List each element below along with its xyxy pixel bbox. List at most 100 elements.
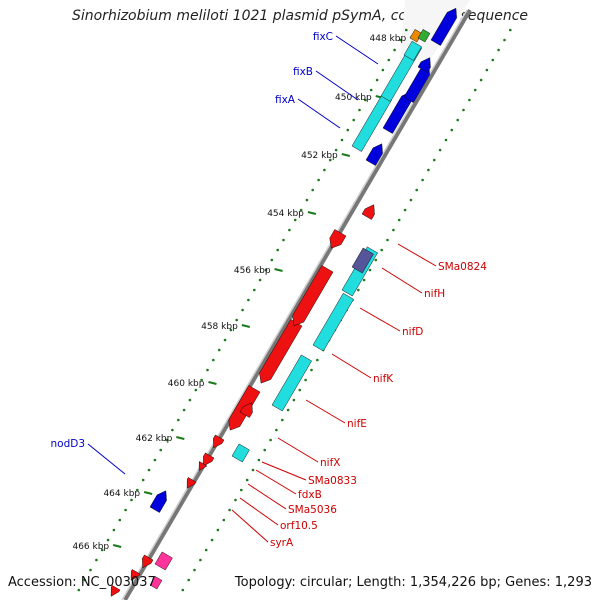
inner-dot <box>171 428 174 432</box>
outer-dot <box>374 258 378 262</box>
forward-gene-label[interactable]: fixC <box>313 31 333 43</box>
reverse-gene-label[interactable]: SMa0833 <box>308 475 357 487</box>
backbone-highlight <box>121 9 468 600</box>
inner-dot <box>77 588 81 592</box>
scale-tick-mark <box>341 153 351 157</box>
inner-dot <box>241 308 244 312</box>
forward-gene-label[interactable]: fixB <box>293 66 313 78</box>
outer-dot <box>421 178 424 182</box>
reverse-gene-arrow <box>292 265 334 326</box>
inner-dot <box>305 198 309 202</box>
inner-dot <box>288 228 291 232</box>
outer-dot <box>187 578 190 582</box>
outer-dot <box>193 568 196 572</box>
inner-dot <box>165 438 168 442</box>
reverse-cds-box <box>231 443 250 463</box>
trna-box <box>154 551 173 571</box>
reverse-callout-line <box>359 307 401 332</box>
scale-tick-label: 462 kbp <box>136 434 173 444</box>
inner-dot <box>83 578 86 582</box>
outer-dot <box>456 118 460 122</box>
inner-dot <box>393 48 396 52</box>
outer-dot <box>386 238 389 242</box>
gene-callouts: fixC fixB fixA nodD3 SMa0824 nifH nifD nifK nifE… <box>50 31 487 549</box>
scale-tick-mark <box>112 544 122 548</box>
reverse-callout-line <box>277 437 319 463</box>
outer-dot <box>462 108 465 112</box>
reverse-gene-arrow <box>239 402 253 418</box>
outer-dot <box>286 408 290 412</box>
inner-dot <box>136 488 139 492</box>
forward-rna-box <box>417 29 431 43</box>
forward-callout-line <box>315 70 359 101</box>
inner-dot <box>223 338 227 342</box>
reverse-callout-line <box>397 243 437 267</box>
outer-dot <box>357 288 360 292</box>
scale-tick-label: 450 kbp <box>335 93 372 103</box>
outer-dot <box>450 128 454 132</box>
reverse-gene-label[interactable]: syrA <box>270 537 294 549</box>
scale-tick-label: 452 kbp <box>301 151 338 161</box>
inner-dot <box>299 208 303 212</box>
reverse-gene-label[interactable]: nifK <box>373 373 394 385</box>
trna-box <box>149 576 163 590</box>
scale-tick-label: 448 kbp <box>370 34 407 44</box>
inner-dot <box>118 518 122 522</box>
scale-tick-mark <box>274 268 283 272</box>
scale-tick-mark <box>241 324 251 328</box>
scale-tick-label: 458 kbp <box>201 322 238 332</box>
backbone-line <box>123 8 472 600</box>
inner-dot <box>323 168 326 172</box>
reverse-gene-label[interactable]: nifX <box>320 457 340 469</box>
inner-dot <box>293 218 297 222</box>
inner-dot <box>311 188 315 192</box>
reverse-gene-arrow <box>142 554 154 569</box>
reverse-gene-arrow <box>203 452 215 467</box>
inner-dot <box>276 248 280 252</box>
reverse-gene-arrow <box>259 319 303 384</box>
inner-dot <box>282 238 285 242</box>
reverse-gene-arrow <box>361 204 375 220</box>
outer-dot <box>216 528 220 532</box>
outer-dot <box>362 278 366 282</box>
inner-dot <box>182 408 186 412</box>
scale-tick-mark <box>176 436 185 440</box>
reverse-gene-label[interactable]: SMa0824 <box>438 261 487 273</box>
forward-callout-line <box>335 35 379 65</box>
outer-dot <box>415 188 419 192</box>
inner-dot <box>124 508 127 512</box>
reverse-gene-label[interactable]: fdxB <box>298 489 322 501</box>
scale-tick-label: 460 kbp <box>168 379 205 389</box>
inner-dot <box>235 318 238 322</box>
outer-dot <box>228 508 231 512</box>
inner-dot <box>147 468 151 472</box>
accession-text: Accession: NC_003037 <box>8 575 156 590</box>
outer-dot <box>281 418 284 422</box>
inner-dot <box>106 538 110 542</box>
forward-gene-arrow <box>149 490 167 513</box>
reverse-gene-label[interactable]: orf10.5 <box>280 520 318 532</box>
inner-dot <box>95 558 98 562</box>
reverse-gene-label[interactable]: nifH <box>424 288 445 300</box>
reverse-gene-label[interactable]: SMa5036 <box>288 504 337 516</box>
outer-dot <box>468 98 471 102</box>
reverse-cds-box <box>271 354 312 412</box>
forward-gene-label[interactable]: nodD3 <box>50 438 85 450</box>
outer-dot <box>485 68 489 72</box>
forward-gene-label[interactable]: fixA <box>275 94 296 106</box>
forward-callout-line <box>297 98 341 129</box>
scale-ticks: 448 kbp 450 kbp 452 kbp 454 kbp 456 kbp 458 k… <box>72 34 419 552</box>
inner-dot <box>141 478 145 482</box>
inner-dot <box>112 528 116 532</box>
inner-dot <box>270 258 274 262</box>
outer-dot <box>444 138 448 142</box>
inner-dot <box>381 68 385 72</box>
reverse-callout-line <box>247 483 287 510</box>
outer-dot <box>304 378 307 382</box>
outer-dot <box>397 218 401 222</box>
reverse-gene-label[interactable]: nifD <box>402 326 423 338</box>
outer-dot <box>479 78 483 82</box>
reverse-gene-label[interactable]: nifE <box>347 418 367 430</box>
reverse-callout-line <box>381 267 423 294</box>
outer-dot <box>409 198 413 202</box>
